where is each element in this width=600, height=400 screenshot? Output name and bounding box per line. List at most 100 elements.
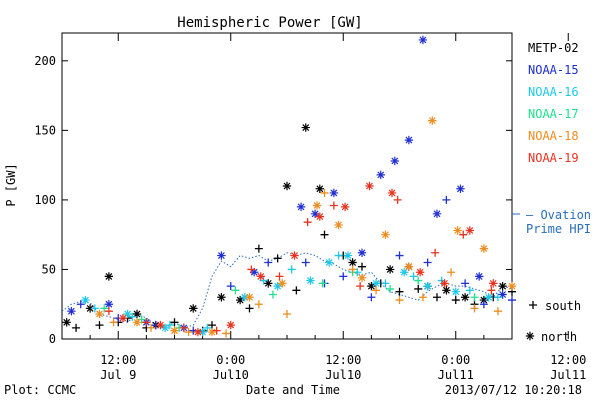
north-point <box>198 327 207 337</box>
north-point <box>357 273 367 282</box>
south-point <box>395 287 404 296</box>
south-point <box>268 290 277 299</box>
north-point <box>249 268 259 277</box>
north-point <box>301 123 310 132</box>
ovation-prime-hpi-series <box>61 252 513 329</box>
north-point <box>156 320 165 330</box>
y-tick-label: 100 <box>34 193 56 207</box>
north-point <box>85 304 95 313</box>
south-point <box>184 328 193 337</box>
north-point <box>385 265 395 274</box>
south-point <box>465 286 474 295</box>
north-point <box>245 293 254 302</box>
south-point <box>76 300 85 309</box>
north-point <box>62 318 71 327</box>
north-point <box>432 209 442 219</box>
north-point <box>264 279 273 288</box>
x-tick-label-time: 12:00 <box>325 353 361 367</box>
south-point <box>292 286 301 295</box>
north-point <box>484 293 493 302</box>
legend-north-label: north <box>541 330 577 344</box>
south-point <box>226 282 235 291</box>
y-tick-label: 0 <box>49 332 56 346</box>
south-point <box>203 323 212 332</box>
south-point <box>245 304 254 313</box>
series-noaa-16-south <box>90 251 502 332</box>
north-point <box>273 281 282 291</box>
north-point <box>376 170 385 180</box>
north-point <box>306 276 315 285</box>
north-point <box>123 309 132 319</box>
north-point <box>381 230 390 239</box>
south-point <box>208 321 216 330</box>
south-point <box>461 279 470 288</box>
south-point <box>459 230 468 239</box>
south-point <box>254 300 263 309</box>
north-point <box>240 293 250 302</box>
north-point <box>440 279 449 288</box>
legend: METP-02 NOAA-15 NOAA-16 NOAA-17 NOAA-18 NOAA-… <box>512 41 591 344</box>
north-point <box>207 327 217 337</box>
south-point <box>303 218 312 227</box>
legend-entry-noaa-16: NOAA-16 <box>528 85 579 99</box>
north-point <box>460 293 470 302</box>
north-point <box>367 281 376 291</box>
south-point <box>447 268 456 277</box>
south-point <box>283 309 291 318</box>
north-point <box>226 320 235 330</box>
north-point <box>118 313 128 323</box>
south-point <box>254 244 263 253</box>
north-point <box>479 244 489 253</box>
legend-ovation-line1: — Ovation <box>526 208 591 222</box>
series-noaa-19-south <box>104 195 496 335</box>
north-point <box>324 258 334 267</box>
north-point <box>365 181 374 191</box>
north-point <box>357 248 367 257</box>
series-noaa-18-north <box>95 116 517 337</box>
south-point <box>393 195 402 204</box>
south-point <box>451 296 460 305</box>
south-point <box>414 276 423 285</box>
x-tick-label-time: 12:00 <box>100 353 136 367</box>
satellite-point-series <box>62 35 517 338</box>
south-point <box>95 321 104 330</box>
south-point <box>275 272 284 281</box>
x-tick-label-time: 0:00 <box>441 353 470 367</box>
north-point <box>404 135 414 145</box>
north-point <box>343 251 353 260</box>
north-point <box>390 156 400 166</box>
south-point <box>147 323 156 332</box>
south-point <box>431 248 440 257</box>
north-point <box>67 306 76 316</box>
south-point <box>414 284 423 293</box>
north-point <box>404 262 414 271</box>
south-point <box>165 321 174 330</box>
north-point <box>329 188 339 198</box>
south-point <box>356 282 365 291</box>
north-point <box>296 202 306 212</box>
legend-entry-noaa-17: NOAA-17 <box>528 107 579 121</box>
legend-entry-noaa-18: NOAA-18 <box>528 129 579 143</box>
north-point <box>132 309 142 319</box>
north-point <box>312 201 322 210</box>
south-point <box>493 307 502 316</box>
north-point <box>428 116 437 125</box>
south-point <box>493 293 502 302</box>
x-tick-label-time: 0:00 <box>216 353 245 367</box>
legend-entry-noaa-15: NOAA-15 <box>528 63 579 77</box>
south-point <box>320 188 329 197</box>
x-tick-label-date: Jul10 <box>325 368 361 382</box>
footer-timestamp: 2013/07/12 10:20:18 <box>445 383 582 397</box>
south-point <box>529 301 537 309</box>
south-point <box>301 258 310 267</box>
north-point <box>104 300 114 309</box>
south-point <box>358 262 366 271</box>
north-point <box>160 323 170 333</box>
south-point <box>142 318 151 327</box>
ovation-prime-hpi-line <box>61 252 513 329</box>
footer-plot-credit: Plot: CCMC <box>4 383 76 397</box>
south-point <box>247 265 256 274</box>
series-noaa-18-south <box>109 188 502 338</box>
